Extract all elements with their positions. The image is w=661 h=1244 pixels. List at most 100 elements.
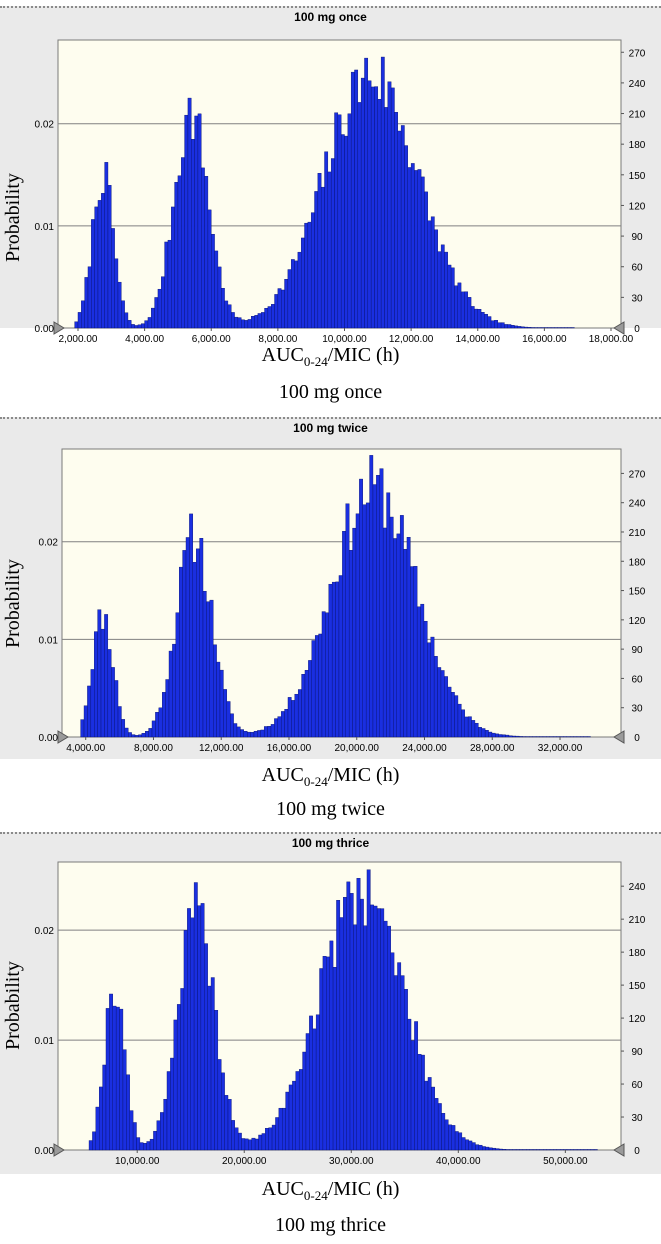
y2-tick-label: 120 [629, 201, 646, 212]
histogram-bar [526, 1149, 530, 1151]
histogram-bar [454, 1131, 459, 1151]
y-tick-label: 0.02 [35, 926, 55, 937]
histogram-bar [417, 1054, 422, 1151]
histogram-bar [309, 1015, 313, 1151]
x-tick-label: 32,000.00 [538, 743, 583, 754]
y-tick-label: 0.02 [35, 120, 55, 131]
histogram-bar [176, 1004, 181, 1151]
histogram-bar [590, 1149, 595, 1151]
histogram-bar [126, 1074, 130, 1151]
histogram-bar [475, 1144, 480, 1151]
histogram-bar [407, 1018, 412, 1151]
histogram-bar [112, 1005, 117, 1151]
x-tick-label: 4,000.00 [66, 743, 105, 754]
histogram-bar [451, 1125, 456, 1151]
x-tick-label: 10,000.00 [115, 1156, 160, 1167]
histogram-bar [122, 1049, 127, 1151]
histogram-bar [92, 1131, 97, 1151]
histogram-bar [95, 1106, 100, 1151]
x-tick-label: 6,000.00 [192, 334, 231, 345]
histogram-bar [153, 1130, 158, 1151]
histogram-bar [543, 1149, 547, 1151]
histogram-twice: 0.00 0.01 0.02 0 30 60 90 120 150 180 210 240 270 4,0… [39, 448, 646, 754]
histogram-bar [546, 1149, 551, 1151]
histogram-bar [458, 1132, 463, 1151]
histogram-bar [292, 1080, 296, 1151]
histogram-bar [332, 967, 337, 1151]
x-axis-label-sub: 0-24 [303, 774, 328, 789]
y-tick-label: 0.01 [35, 222, 55, 233]
y2-tick-label: 150 [629, 981, 646, 992]
histogram-bar [393, 975, 398, 1151]
x-tick-label: 12,000.00 [389, 334, 434, 345]
x-tick-label: 16,000.00 [522, 334, 567, 345]
histogram-bar [139, 1142, 144, 1151]
histogram-bar [556, 1149, 561, 1151]
histogram-bar [146, 1141, 151, 1151]
histogram-bar [166, 1071, 171, 1151]
y2-tick-label: 90 [631, 1047, 643, 1058]
histogram-bar [421, 1054, 425, 1151]
histogram-bar [580, 1149, 585, 1151]
histogram-bar [390, 952, 395, 1151]
histogram-bar [170, 1057, 174, 1151]
histogram-bar [271, 1124, 276, 1151]
histogram-once: 0.00 0.01 0.02 0 30 60 90 120 150 180 210 240 270 2,0… [35, 39, 646, 345]
histogram-bar [559, 1149, 564, 1151]
y2-tick-label: 30 [631, 293, 643, 304]
histogram-bar [346, 881, 351, 1151]
histogram-bar [197, 905, 202, 1151]
chart-caption: 100 mg once [278, 381, 383, 403]
y2-tick-label: 150 [629, 587, 646, 598]
histogram-bar [485, 1146, 490, 1151]
x-tick-label: 40,000.00 [436, 1156, 481, 1167]
y-tick-label: 0.01 [39, 635, 59, 646]
histogram-bar [498, 1148, 503, 1151]
histogram-bar [282, 1107, 286, 1151]
x-tick-label: 14,000.00 [456, 334, 501, 345]
histogram-bar [163, 1099, 168, 1151]
histogram-bar [298, 1069, 303, 1151]
histogram-bar [461, 1137, 466, 1151]
histogram-bar [102, 1064, 107, 1151]
y2-tick-label: 60 [631, 1080, 643, 1091]
y2-tick-label: 60 [631, 263, 643, 274]
x-tick-label: 10,000.00 [322, 334, 367, 345]
right-slider-marker [613, 321, 625, 335]
histogram-bar [312, 1028, 317, 1151]
histogram-bar [505, 1149, 510, 1151]
y2-tick-label: 270 [629, 469, 646, 480]
x-tick-label: 28,000.00 [470, 743, 515, 754]
histogram-bar [492, 1147, 496, 1151]
y2-tick-label: 120 [629, 1014, 646, 1025]
histogram-bar [370, 904, 374, 1151]
histogram-bar [502, 1149, 507, 1151]
histogram-bar [441, 1113, 446, 1151]
left-slider-marker [53, 321, 65, 335]
chart-title: 100 mg twice [293, 421, 368, 435]
x-axis-label-sub: 0-24 [303, 354, 328, 369]
histogram-bar [251, 1137, 256, 1151]
histogram-bar [302, 1051, 307, 1151]
histogram-bar [265, 1128, 269, 1151]
histogram-bar [515, 1149, 520, 1151]
histogram-bar [380, 908, 385, 1151]
x-tick-label: 2,000.00 [59, 334, 98, 345]
x-axis-label-rest: /MIC (h) [327, 344, 400, 366]
histogram-bar [563, 1149, 568, 1151]
histogram-bar [465, 1139, 469, 1151]
y2-tick-label: 90 [631, 232, 643, 243]
histogram-bar [583, 1149, 588, 1151]
histogram-bar [349, 893, 354, 1151]
left-slider-marker [53, 1143, 65, 1157]
y2-tick-label: 240 [629, 79, 646, 90]
histogram-bar [397, 962, 402, 1151]
x-axis-label-rest: /MIC (h) [327, 1178, 400, 1200]
y2-tick-label: 90 [631, 645, 643, 656]
histogram-bar [204, 943, 208, 1151]
histogram-bar [482, 1146, 486, 1151]
histogram-bar [193, 882, 198, 1151]
y2-tick-label: 30 [631, 1113, 643, 1124]
histogram-bar [424, 1080, 429, 1151]
x-axis-label: AUC0-24/MIC (h) [0, 764, 661, 790]
